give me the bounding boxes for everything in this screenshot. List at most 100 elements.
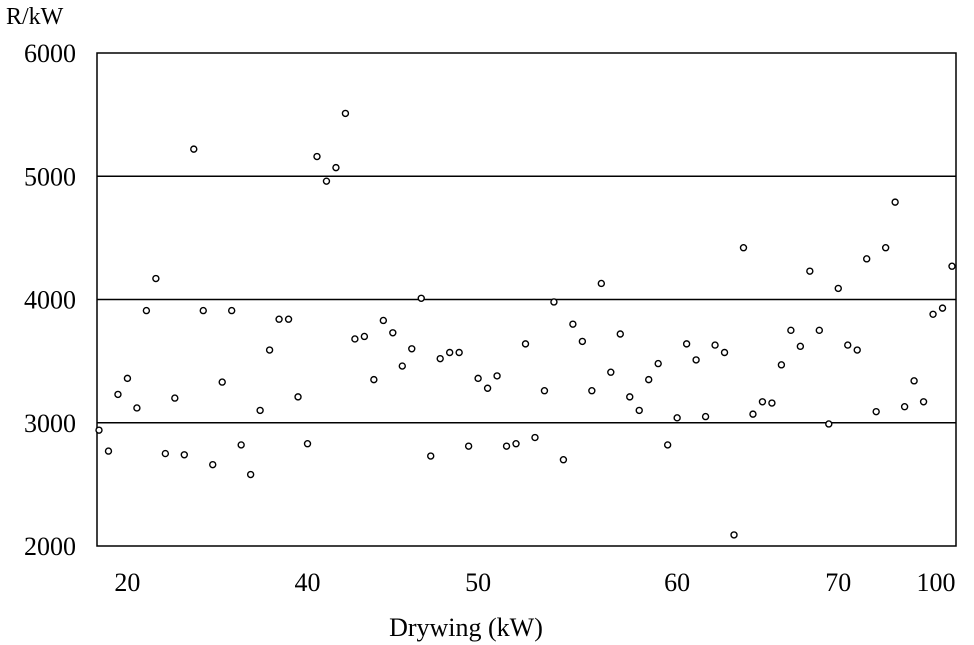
- gridlines: [97, 175, 956, 424]
- data-point: [834, 284, 842, 293]
- data-point: [787, 326, 795, 335]
- data-point: [559, 456, 568, 464]
- data-point: [881, 244, 890, 252]
- data-point: [768, 399, 776, 407]
- data-point: [389, 329, 397, 337]
- data-point: [891, 198, 899, 206]
- data-point: [398, 362, 406, 370]
- data-point: [322, 177, 331, 185]
- data-point: [720, 348, 729, 357]
- data-point: [844, 341, 852, 349]
- y-axis-label: R/kW: [6, 4, 64, 30]
- data-point: [815, 326, 824, 335]
- data-point: [730, 531, 738, 539]
- data-point: [483, 384, 492, 392]
- data-point: [512, 440, 520, 448]
- data-point: [408, 345, 416, 353]
- data-point: [199, 306, 207, 315]
- data-point: [237, 441, 245, 449]
- x-axis-label: Drywing (kW): [389, 613, 543, 642]
- data-point: [796, 342, 805, 351]
- data-point: [218, 378, 226, 386]
- data-point: [578, 337, 587, 346]
- y-tick-label: 6000: [24, 39, 76, 68]
- y-tick-label: 3000: [24, 409, 76, 438]
- data-point: [313, 152, 321, 161]
- data-point: [474, 374, 482, 383]
- data-point: [872, 407, 880, 416]
- data-point: [190, 145, 198, 153]
- data-point: [445, 348, 454, 357]
- data-point: [502, 442, 511, 450]
- data-point: [900, 403, 909, 411]
- x-tick-label: 100: [917, 568, 956, 597]
- data-point: [417, 294, 425, 302]
- data-point: [806, 267, 814, 275]
- data-point: [209, 460, 217, 469]
- y-tick-label: 5000: [24, 162, 76, 191]
- x-tick-label: 50: [465, 568, 491, 597]
- x-tick-label: 70: [825, 568, 851, 597]
- data-point: [341, 109, 350, 118]
- data-point: [540, 387, 549, 395]
- x-tick-label: 20: [114, 568, 140, 597]
- data-point: [265, 346, 274, 354]
- y-tick-label: 2000: [24, 532, 76, 561]
- data-point: [351, 335, 359, 343]
- data-point: [588, 387, 596, 395]
- data-point: [180, 451, 189, 459]
- data-point: [682, 340, 691, 348]
- data-point: [256, 406, 264, 415]
- data-point: [654, 359, 662, 368]
- data-point: [360, 332, 369, 341]
- data-point: [635, 406, 643, 415]
- data-point: [919, 398, 928, 406]
- data-point: [379, 316, 388, 325]
- y-tick-label: 4000: [24, 286, 76, 315]
- data-point: [853, 346, 861, 354]
- data-point: [521, 340, 530, 348]
- data-point: [123, 374, 132, 383]
- data-point: [436, 354, 444, 363]
- data-point: [370, 375, 378, 384]
- x-tick-label: 40: [295, 568, 321, 597]
- data-point: [626, 393, 634, 401]
- y-tick-labels: 2000 3000 4000 5000 6000: [24, 39, 76, 561]
- data-point: [569, 320, 577, 328]
- data-point: [104, 447, 113, 455]
- x-tick-label: 60: [664, 568, 690, 597]
- data-points: [95, 109, 956, 539]
- data-point: [701, 412, 710, 421]
- data-point: [692, 356, 700, 364]
- data-point: [142, 306, 151, 315]
- data-point: [152, 274, 160, 283]
- data-point: [464, 442, 473, 450]
- data-point: [133, 404, 141, 412]
- data-point: [758, 398, 767, 406]
- data-point: [332, 163, 340, 172]
- data-point: [711, 341, 719, 349]
- data-point: [493, 372, 501, 380]
- data-point: [294, 393, 302, 401]
- data-point: [739, 244, 748, 252]
- data-point: [303, 440, 312, 448]
- data-point: [284, 315, 293, 323]
- data-point: [645, 375, 653, 384]
- data-point: [275, 315, 283, 323]
- data-point: [607, 368, 615, 376]
- data-point: [246, 470, 255, 479]
- data-point: [161, 449, 170, 458]
- data-point: [948, 262, 956, 270]
- data-point: [929, 310, 937, 318]
- x-tick-labels: 20 40 50 60 70 100: [114, 568, 955, 597]
- data-point: [114, 390, 122, 399]
- data-point: [673, 414, 681, 422]
- data-point: [95, 426, 103, 434]
- data-point: [863, 255, 871, 263]
- data-point: [663, 441, 672, 449]
- data-point: [171, 394, 179, 402]
- data-point: [749, 410, 757, 418]
- data-point: [616, 330, 624, 338]
- data-point: [531, 433, 539, 442]
